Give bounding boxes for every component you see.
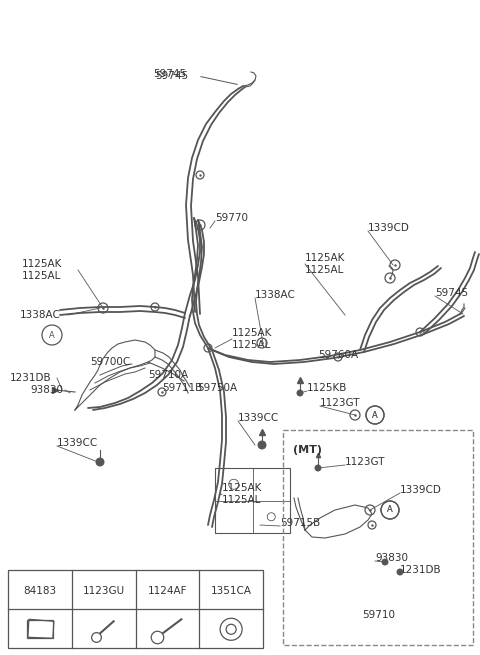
- Text: 1125AK: 1125AK: [222, 483, 263, 493]
- Text: 1124AF: 1124AF: [148, 586, 187, 596]
- Text: A: A: [372, 411, 378, 419]
- Text: 1339CD: 1339CD: [368, 223, 410, 233]
- Bar: [8, 570, 263, 648]
- Text: 1339CC: 1339CC: [57, 438, 98, 448]
- Text: 1125AK: 1125AK: [305, 253, 346, 263]
- Text: 93830: 93830: [30, 385, 63, 395]
- Text: 84183: 84183: [24, 586, 57, 596]
- Text: 1125KB: 1125KB: [307, 383, 348, 393]
- Text: A: A: [372, 411, 378, 419]
- Text: 1123GU: 1123GU: [83, 586, 125, 596]
- Text: 59711B: 59711B: [162, 383, 202, 393]
- Text: 59760A: 59760A: [318, 350, 358, 360]
- Circle shape: [297, 390, 303, 396]
- Bar: [215, 468, 290, 533]
- Text: 1231DB: 1231DB: [10, 373, 52, 383]
- Text: 1125AK: 1125AK: [232, 328, 272, 338]
- Circle shape: [397, 569, 403, 575]
- Text: 59770: 59770: [215, 213, 248, 223]
- Text: 1338AC: 1338AC: [20, 310, 61, 320]
- Text: 59745: 59745: [155, 71, 188, 81]
- Text: 59715B: 59715B: [280, 518, 320, 528]
- Text: 59710: 59710: [362, 610, 395, 620]
- Circle shape: [96, 458, 104, 466]
- Text: 1123GT: 1123GT: [345, 457, 385, 467]
- Text: 1125AK: 1125AK: [22, 259, 62, 269]
- Text: 1125AL: 1125AL: [222, 495, 262, 505]
- Text: 1339CD: 1339CD: [400, 485, 442, 495]
- Text: (MT): (MT): [293, 445, 322, 455]
- Text: 59700C: 59700C: [90, 357, 130, 367]
- Text: A: A: [49, 331, 55, 339]
- Text: 59745: 59745: [435, 288, 468, 298]
- Circle shape: [382, 559, 388, 565]
- Text: 1125AL: 1125AL: [305, 265, 344, 275]
- Text: 1339CC: 1339CC: [238, 413, 279, 423]
- Text: 1125AL: 1125AL: [232, 340, 271, 350]
- Text: A: A: [387, 506, 393, 514]
- Text: 1338AC: 1338AC: [255, 290, 296, 300]
- Text: 59750A: 59750A: [197, 383, 237, 393]
- Text: 59745: 59745: [153, 69, 186, 79]
- Text: A: A: [387, 506, 393, 514]
- Text: 1123GT: 1123GT: [320, 398, 360, 408]
- Text: 1351CA: 1351CA: [211, 586, 252, 596]
- Text: 1125AL: 1125AL: [22, 271, 61, 281]
- Text: 1231DB: 1231DB: [400, 565, 442, 575]
- Circle shape: [258, 441, 266, 449]
- Circle shape: [315, 465, 321, 471]
- Text: 59710A: 59710A: [148, 370, 188, 380]
- Text: 93830: 93830: [375, 553, 408, 563]
- Bar: [283, 430, 473, 645]
